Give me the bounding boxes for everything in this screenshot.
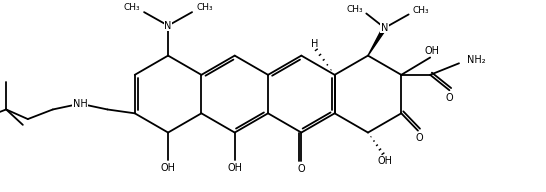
Text: O: O [298, 164, 305, 174]
Text: N: N [381, 23, 388, 33]
Text: O: O [416, 133, 424, 143]
Text: NH: NH [73, 99, 87, 109]
Text: OH: OH [161, 163, 176, 173]
Text: O: O [446, 93, 453, 103]
Polygon shape [368, 27, 386, 56]
Text: CH₃: CH₃ [123, 3, 140, 12]
Text: CH₃: CH₃ [346, 6, 363, 14]
Text: OH: OH [227, 163, 242, 173]
Text: NH₂: NH₂ [467, 55, 485, 65]
Text: N: N [164, 21, 172, 31]
Text: OH: OH [377, 156, 392, 166]
Text: CH₃: CH₃ [196, 3, 213, 12]
Text: H: H [311, 39, 318, 49]
Text: OH: OH [424, 46, 440, 55]
Text: CH₃: CH₃ [412, 7, 429, 15]
